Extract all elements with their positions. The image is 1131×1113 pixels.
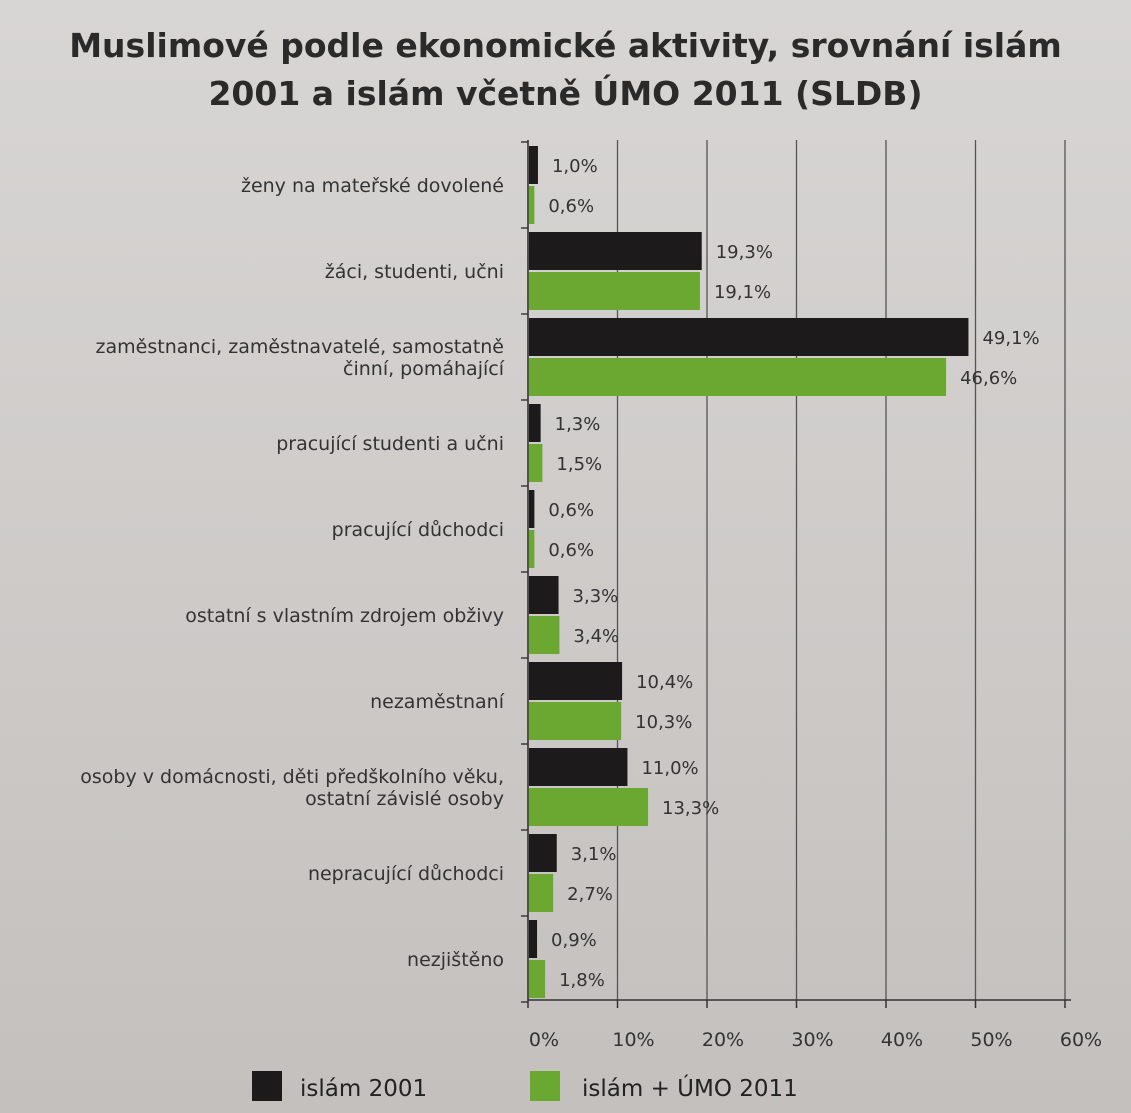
data-label: 0,9%	[551, 930, 597, 951]
bar-islam-umo-2011	[529, 530, 535, 568]
category-label: ostatní s vlastním zdrojem obživy	[185, 605, 504, 627]
category-label: nezaměstnaní	[370, 691, 505, 713]
chart-title: Muslimové podle ekonomické aktivity, sro…	[0, 22, 1131, 118]
category-label: ostatní závislé osoby	[305, 788, 504, 810]
data-label: 0,6%	[548, 196, 594, 217]
labels: ženy na mateřské dovolené 1,0% 0,6% žáci, s…	[80, 156, 1039, 991]
category-label: osoby v domácnosti, děti předškolního vě…	[80, 766, 504, 788]
legend-label: islám + ÚMO 2011	[582, 1074, 798, 1102]
data-label: 2,7%	[567, 884, 613, 905]
bar-islam-2001	[529, 748, 628, 786]
bar-islam-umo-2011	[529, 444, 543, 482]
bar-islam-umo-2011	[529, 960, 546, 998]
data-label: 49,1%	[982, 328, 1039, 349]
bar-islam-2001	[529, 490, 535, 528]
data-label: 3,1%	[571, 844, 617, 865]
bar-islam-2001	[529, 318, 969, 356]
bar-islam-umo-2011	[529, 702, 622, 740]
data-label: 11,0%	[641, 758, 698, 779]
data-label: 1,0%	[552, 156, 598, 177]
bars	[529, 146, 969, 998]
x-tick-label: 20%	[702, 1029, 744, 1051]
data-label: 1,8%	[559, 970, 605, 991]
data-label: 46,6%	[960, 368, 1017, 389]
legend: islám 2001 islám + ÚMO 2011	[252, 1071, 798, 1102]
data-label: 3,3%	[573, 586, 619, 607]
legend-swatch	[252, 1071, 282, 1101]
category-label: pracující důchodci	[332, 519, 504, 541]
x-tick-label: 50%	[970, 1029, 1012, 1051]
chart-title-line2: 2001 a islám včetně ÚMO 2011 (SLDB)	[208, 74, 923, 113]
bar-islam-umo-2011	[529, 186, 535, 224]
legend-label: islám 2001	[300, 1076, 427, 1102]
bar-islam-2001	[529, 232, 702, 270]
data-label: 10,4%	[636, 672, 693, 693]
bar-islam-2001	[529, 146, 538, 184]
x-tick-label: 0%	[529, 1029, 559, 1051]
x-tick-label: 10%	[612, 1029, 654, 1051]
bar-islam-2001	[529, 576, 559, 614]
data-label: 19,1%	[714, 282, 771, 303]
axes: 0% 10% 20% 30% 40% 50% 60%	[521, 140, 1102, 1051]
data-label: 0,6%	[548, 540, 594, 561]
bar-islam-umo-2011	[529, 358, 947, 396]
bar-islam-2001	[529, 920, 538, 958]
data-label: 10,3%	[635, 712, 692, 733]
category-label: nepracující důchodci	[308, 863, 504, 885]
bar-islam-2001	[529, 662, 623, 700]
chart-title-line1: Muslimové podle ekonomické aktivity, sro…	[69, 26, 1062, 65]
category-label: činní, pomáhající	[343, 358, 505, 380]
x-tick-label: 30%	[791, 1029, 833, 1051]
bar-islam-umo-2011	[529, 788, 649, 826]
category-label: nezjištěno	[407, 949, 504, 971]
data-label: 1,3%	[555, 414, 601, 435]
category-label: ženy na mateřské dovolené	[241, 175, 504, 197]
bar-islam-umo-2011	[529, 616, 560, 654]
data-label: 3,4%	[573, 626, 619, 647]
bar-islam-umo-2011	[529, 272, 700, 310]
x-tick-label: 40%	[881, 1029, 923, 1051]
category-label: pracující studenti a učni	[276, 433, 504, 455]
bar-islam-2001	[529, 834, 557, 872]
category-label: zaměstnanci, zaměstnavatelé, samostatně	[96, 336, 504, 358]
data-label: 13,3%	[662, 798, 719, 819]
x-tick-label: 60%	[1060, 1029, 1102, 1051]
bar-islam-umo-2011	[529, 874, 554, 912]
legend-swatch	[530, 1071, 560, 1101]
category-label: žáci, studenti, učni	[325, 261, 504, 283]
bar-islam-2001	[529, 404, 541, 442]
data-label: 1,5%	[556, 454, 602, 475]
data-label: 19,3%	[716, 242, 773, 263]
data-label: 0,6%	[548, 500, 594, 521]
